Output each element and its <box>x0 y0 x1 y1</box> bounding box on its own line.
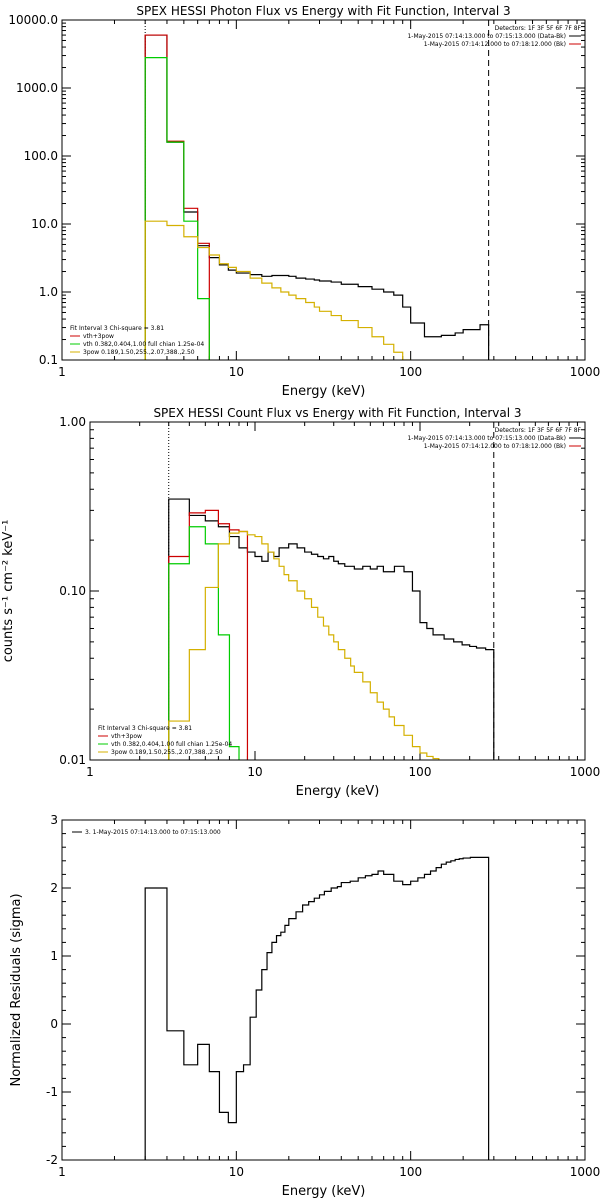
chart-2: SPEX HESSI Count Flux vs Energy with Fit… <box>1 406 600 799</box>
plot-frame <box>61 819 586 1161</box>
legend-tr-text: 1-May-2015 07:14:13.000 to 07:15:13.000 … <box>407 435 566 442</box>
y-tick-label: 0.10 <box>59 584 86 598</box>
x-axis-label: Energy (keV) <box>296 784 380 799</box>
x-tick-label: 10 <box>229 365 244 379</box>
series-3-line <box>144 56 210 360</box>
y-tick-label: -1 <box>46 1085 58 1099</box>
x-axis-label: Energy (keV) <box>282 1184 366 1199</box>
series-group <box>144 856 490 1160</box>
y-tick-label: -2 <box>46 1153 58 1167</box>
y-tick-label: 1.00 <box>59 415 86 429</box>
series-group <box>168 498 495 760</box>
y-tick-label: 1 <box>50 949 58 963</box>
y-axis-label: counts s⁻¹ cm⁻² keV⁻¹ <box>1 520 16 663</box>
x-tick-label: 10 <box>247 765 262 779</box>
series-1-line <box>144 34 490 360</box>
y-axis-label: Normalized Residuals (sigma) <box>9 893 24 1086</box>
x-tick-label: 1000 <box>570 365 600 379</box>
x-tick-label: 1 <box>58 1165 66 1179</box>
x-tick-label: 1 <box>58 365 66 379</box>
legend-bl-text: vth+3pow <box>83 333 114 340</box>
y-tick-label: 1.0 <box>39 285 58 299</box>
x-tick-label: 1 <box>86 765 94 779</box>
y-tick-label: 0.1 <box>39 353 58 367</box>
legend-bl-text: Fit Interval 3 Chi-square = 3.81 <box>70 325 164 332</box>
series-2-line <box>144 34 210 360</box>
y-tick-label: 0.01 <box>59 753 86 767</box>
y-tick-label: 10000.0 <box>8 13 58 27</box>
chart-title: SPEX HESSI Photon Flux vs Energy with Fi… <box>136 4 510 18</box>
legend-bl-text: vth 0.382,0.404,1.00 full chian 1.25e-04 <box>111 741 232 748</box>
x-tick-label: 1000 <box>570 765 600 779</box>
legend-bl-text: Fit Interval 3 Chi-square = 3.81 <box>98 725 192 732</box>
x-tick-label: 1000 <box>570 1165 600 1179</box>
series-3-line <box>168 526 240 760</box>
legend-bl-text: 3pow 0.189,1.50,255.,2.07,388.,2.50 <box>111 749 223 756</box>
x-tick-label: 100 <box>399 365 422 379</box>
legend-bl-text: vth 0.382,0.404,1.00 full chian 1.25e-04 <box>83 341 204 348</box>
series-4-line <box>168 530 440 760</box>
chart-title: SPEX HESSI Count Flux vs Energy with Fit… <box>153 406 521 420</box>
plot-frame <box>61 19 586 361</box>
y-tick-label: 1000.0 <box>16 81 58 95</box>
legend-tr-text: 1-May-2015 07:14:13.000 to 07:15:13.000 … <box>407 33 566 40</box>
y-tick-label: 0 <box>50 1017 58 1031</box>
series-4-line <box>144 220 411 360</box>
legend-tr-text: 1-May-2015 07:14:12.000 to 07:18:12.000 … <box>424 443 566 450</box>
legend-bl-text: 3pow 0.189,1.50,255.,2.07,388.,2.50 <box>83 349 195 356</box>
y-tick-label: 100.0 <box>24 149 58 163</box>
x-tick-label: 100 <box>399 1165 422 1179</box>
series-1-line <box>168 498 495 760</box>
x-axis-label: Energy (keV) <box>282 384 366 399</box>
legend-tr-text: Detectors: 1F 3F 5F 6F 7F 8F <box>495 427 582 434</box>
chart-3: 1 10 100 1000 -2 -1 0 1 2 3 Energy (keV) Normalized… <box>9 813 600 1199</box>
series-1-line <box>144 856 490 1160</box>
y-tick-label: 10.0 <box>31 217 58 231</box>
y-tick-label: 3 <box>50 813 58 827</box>
legend-bl-text: vth+3pow <box>111 733 142 740</box>
series-group <box>144 34 490 360</box>
x-tick-label: 10 <box>229 1165 244 1179</box>
legend-tr-text: Detectors: 1F 3F 5F 6F 7F 8F <box>495 25 582 32</box>
plot-frame <box>89 421 586 761</box>
legend-tl-text: 3. 1-May-2015 07:14:13.000 to 07:15:13.0… <box>85 829 221 836</box>
chart-1: SPEX HESSI Photon Flux vs Energy with Fi… <box>8 4 600 399</box>
y-tick-label: 2 <box>50 881 58 895</box>
x-tick-label: 100 <box>409 765 432 779</box>
legend-tr-text: 1-May-2015 07:14:12.000 to 07:18:12.000 … <box>424 41 566 48</box>
series-2-line <box>168 509 249 760</box>
